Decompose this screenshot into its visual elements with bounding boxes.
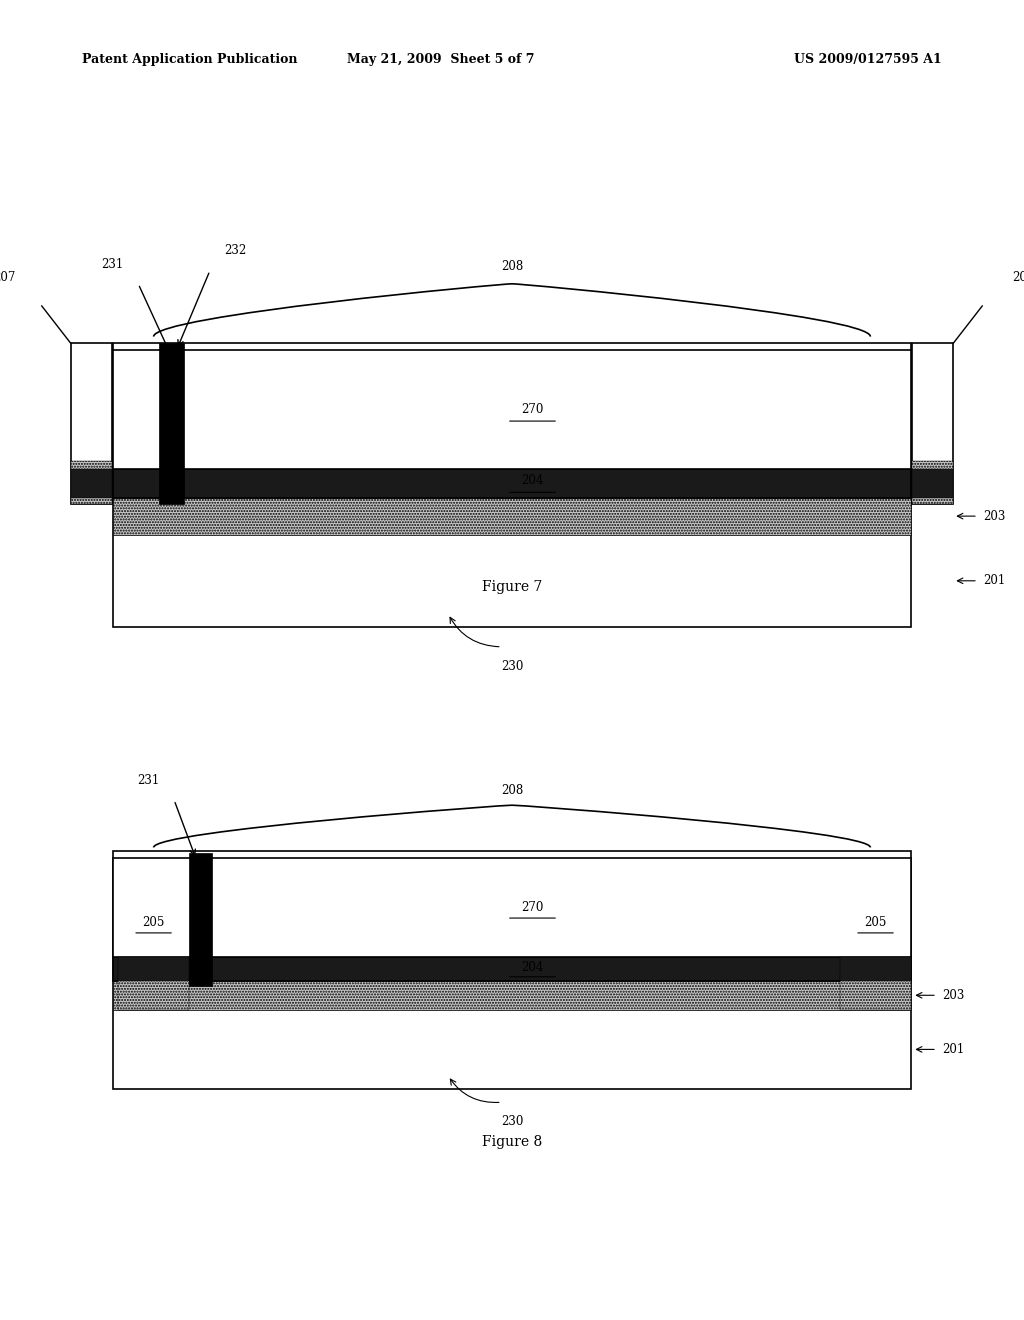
Bar [189, 853, 212, 986]
Text: May 21, 2009  Sheet 5 of 7: May 21, 2009 Sheet 5 of 7 [346, 53, 535, 66]
Text: 204: 204 [521, 474, 544, 487]
Bar [912, 469, 953, 498]
Bar [113, 350, 911, 469]
Text: 207: 207 [1012, 271, 1024, 284]
Bar [71, 461, 112, 504]
Text: 230: 230 [501, 1115, 523, 1129]
Text: 203: 203 [983, 510, 1006, 523]
Bar [113, 957, 911, 981]
Text: 208: 208 [501, 784, 523, 797]
Text: US 2009/0127595 A1: US 2009/0127595 A1 [795, 53, 942, 66]
Bar [113, 851, 911, 1089]
Text: Figure 7: Figure 7 [482, 581, 542, 594]
Text: 231: 231 [137, 774, 160, 787]
Text: 204: 204 [521, 961, 544, 974]
Bar [118, 957, 189, 981]
Text: Patent Application Publication: Patent Application Publication [82, 53, 297, 66]
Text: 207: 207 [0, 271, 15, 284]
Text: 231: 231 [101, 257, 124, 271]
Text: 270: 270 [521, 902, 544, 913]
Bar [113, 343, 911, 627]
Text: 203: 203 [942, 989, 965, 1002]
Bar [113, 858, 911, 957]
Text: 230: 230 [501, 660, 523, 673]
Bar [159, 343, 184, 504]
Text: 205: 205 [142, 916, 165, 929]
Bar [71, 469, 112, 498]
Bar [113, 981, 911, 1010]
Bar [840, 974, 911, 1010]
Bar [71, 343, 112, 504]
Bar [118, 974, 189, 1010]
Text: 208: 208 [501, 260, 523, 273]
Text: Figure 8: Figure 8 [482, 1135, 542, 1148]
Text: 270: 270 [521, 403, 544, 416]
Bar [912, 461, 953, 504]
Text: 201: 201 [983, 574, 1006, 587]
Bar [840, 957, 911, 981]
Bar [113, 498, 911, 535]
Bar [912, 343, 953, 504]
Text: 232: 232 [224, 244, 247, 257]
Text: 205: 205 [864, 916, 887, 929]
Text: 201: 201 [942, 1043, 965, 1056]
Bar [113, 469, 911, 498]
